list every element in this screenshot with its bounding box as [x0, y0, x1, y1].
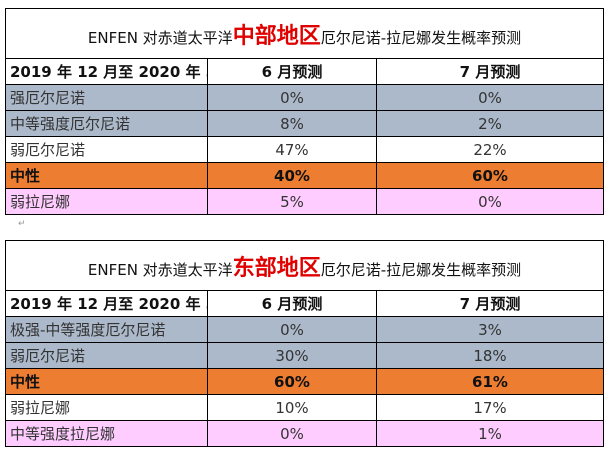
july-probability: 18%: [375, 342, 605, 369]
category-label: 弱拉尼娜: [5, 394, 208, 421]
july-probability: 1%: [375, 420, 605, 447]
june-probability: 0%: [207, 420, 377, 447]
table-row: 中等强度厄尔尼诺 8% 2%: [5, 110, 605, 137]
title-suffix: 厄尔尼诺-拉尼娜发生概率预测: [320, 28, 522, 47]
title-suffix: 厄尔尼诺-拉尼娜发生概率预测: [320, 260, 522, 279]
eastern-region-table: ENFEN 对赤道太平洋东部地区厄尔尼诺-拉尼娜发生概率预测 2019 年 12 …: [4, 240, 605, 447]
header-july: 7 月预测: [375, 290, 605, 317]
title-prefix: ENFEN 对赤道太平洋: [87, 28, 233, 47]
june-probability: 5%: [207, 188, 377, 215]
header-june: 6 月预测: [207, 290, 377, 317]
table-row: 强厄尔尼诺 0% 0%: [5, 84, 605, 111]
july-probability: 22%: [375, 136, 605, 163]
header-period: 2019 年 12 月至 2020 年 3 月: [5, 58, 208, 85]
june-probability: 30%: [207, 342, 377, 369]
title-prefix: ENFEN 对赤道太平洋: [87, 260, 233, 279]
june-probability: 60%: [207, 368, 377, 395]
header-july: 7 月预测: [375, 58, 605, 85]
category-label: 强厄尔尼诺: [5, 84, 208, 111]
table-row: 中性 40% 60%: [5, 162, 605, 189]
header-june: 6 月预测: [207, 58, 377, 85]
june-probability: 8%: [207, 110, 377, 137]
category-label: 极强-中等强度厄尔尼诺: [5, 316, 208, 343]
category-label: 中性: [5, 368, 208, 395]
title-region: 中部地区: [232, 23, 321, 49]
july-probability: 61%: [375, 368, 605, 395]
table-row: 弱厄尔尼诺 30% 18%: [5, 342, 605, 369]
table-row: 中性 60% 61%: [5, 368, 605, 395]
category-label: 弱拉尼娜: [5, 188, 208, 215]
category-label: 弱厄尔尼诺: [5, 342, 208, 369]
june-probability: 47%: [207, 136, 377, 163]
july-probability: 0%: [375, 188, 605, 215]
june-probability: 10%: [207, 394, 377, 421]
table-row: 弱厄尔尼诺 47% 22%: [5, 136, 605, 163]
july-probability: 17%: [375, 394, 605, 421]
table-title: ENFEN 对赤道太平洋中部地区厄尔尼诺-拉尼娜发生概率预测: [4, 8, 605, 59]
june-probability: 40%: [207, 162, 377, 189]
july-probability: 0%: [375, 84, 605, 111]
paragraph-mark: ↵: [18, 219, 26, 229]
table-row: 中等强度拉尼娜 0% 1%: [5, 420, 605, 447]
category-label: 中等强度厄尔尼诺: [5, 110, 208, 137]
june-probability: 0%: [207, 84, 377, 111]
category-label: 弱厄尔尼诺: [5, 136, 208, 163]
table-row: 弱拉尼娜 10% 17%: [5, 394, 605, 421]
table-row: 弱拉尼娜 5% 0%: [5, 188, 605, 215]
table-row: 极强-中等强度厄尔尼诺 0% 3%: [5, 316, 605, 343]
category-label: 中等强度拉尼娜: [5, 420, 208, 447]
central-region-table: ENFEN 对赤道太平洋中部地区厄尔尼诺-拉尼娜发生概率预测 2019 年 12 …: [4, 8, 605, 215]
table-title-row: ENFEN 对赤道太平洋东部地区厄尔尼诺-拉尼娜发生概率预测: [4, 240, 605, 291]
july-probability: 3%: [375, 316, 605, 343]
july-probability: 60%: [375, 162, 605, 189]
table-title-row: ENFEN 对赤道太平洋中部地区厄尔尼诺-拉尼娜发生概率预测: [4, 8, 605, 59]
header-period: 2019 年 12 月至 2020 年 3 月: [5, 290, 208, 317]
june-probability: 0%: [207, 316, 377, 343]
table-title: ENFEN 对赤道太平洋东部地区厄尔尼诺-拉尼娜发生概率预测: [4, 240, 605, 291]
july-probability: 2%: [375, 110, 605, 137]
category-label: 中性: [5, 162, 208, 189]
title-region: 东部地区: [232, 255, 321, 281]
